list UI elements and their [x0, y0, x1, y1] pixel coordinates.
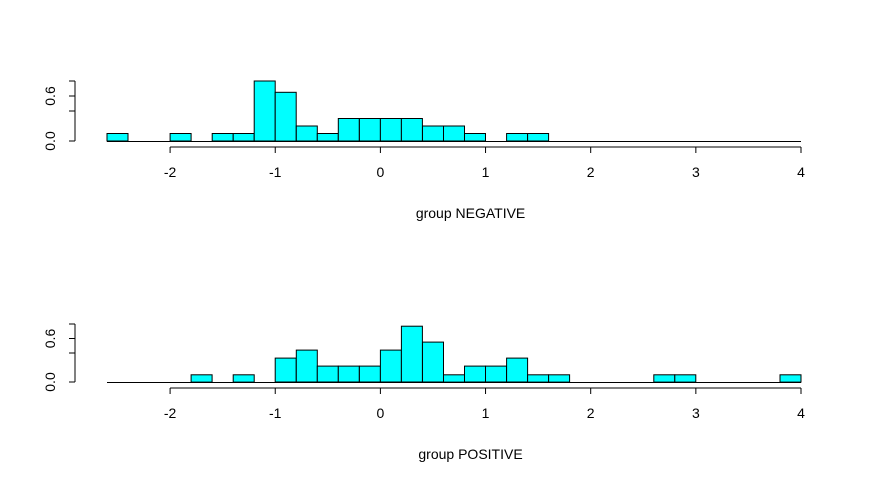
histogram-bar [400, 325, 423, 383]
histogram-bar [506, 133, 529, 142]
histogram-bar [337, 365, 360, 383]
histogram-bar [337, 118, 360, 142]
histogram-bar [169, 133, 192, 142]
x-tick-label: 2 [587, 405, 595, 421]
x-axis-label: group NEGATIVE [416, 205, 525, 221]
x-tick-label: 3 [692, 164, 700, 180]
histogram-bar [527, 133, 550, 142]
histogram-bar [400, 118, 423, 142]
histogram-panel-positive: -2 -1 0 1 2 3 4 0.0 0.6 group POSITIVE [42, 323, 805, 462]
histogram-bar [253, 80, 276, 142]
histogram-bar [485, 365, 507, 383]
histogram-bar [674, 374, 697, 383]
x-tick-label: 4 [797, 405, 805, 421]
histogram-bar [443, 125, 465, 142]
x-axis-label: group POSITIVE [418, 446, 522, 462]
histogram-bar [316, 365, 339, 383]
histogram-bar [506, 357, 529, 383]
x-tick-label: 0 [376, 405, 384, 421]
histogram-bar [274, 357, 297, 383]
histogram-bar [295, 125, 318, 142]
histogram-bar [358, 118, 381, 142]
x-tick-label: 1 [482, 164, 490, 180]
histogram-panel-negative: -2 -1 0 1 2 3 4 0.0 0.6 group NEGATIVE [42, 80, 805, 221]
y-tick-label: 0.6 [42, 86, 58, 106]
histogram-bar [358, 365, 381, 383]
x-tick-label: 1 [482, 405, 490, 421]
x-tick-label: -2 [164, 405, 177, 421]
histogram-bar [379, 118, 402, 142]
x-tick-label: 2 [587, 164, 595, 180]
x-tick-label: -2 [164, 164, 177, 180]
histogram-bar [422, 125, 444, 142]
histogram-bar [232, 133, 255, 142]
histogram-bar [106, 133, 129, 142]
histogram-bar [274, 91, 297, 142]
histogram-bar [211, 133, 234, 142]
histogram-bar [548, 374, 571, 383]
histogram-bar [295, 349, 318, 383]
x-tick-label: 3 [692, 405, 700, 421]
histogram-bar [527, 374, 550, 383]
histogram-bar [464, 133, 486, 142]
x-tick-label: -1 [269, 405, 282, 421]
x-tick-label: -1 [269, 164, 282, 180]
histogram-bar [422, 341, 444, 383]
x-tick-label: 4 [797, 164, 805, 180]
y-tick-label: 0.0 [42, 372, 58, 392]
histogram-bar [464, 365, 486, 383]
histogram-bar [232, 374, 255, 383]
histogram-bar [379, 349, 402, 383]
histogram-bar [316, 133, 339, 142]
histogram-bar [443, 374, 465, 383]
histogram-bar [190, 374, 213, 383]
histogram-bar [653, 374, 676, 383]
y-tick-label: 0.6 [42, 329, 58, 349]
y-tick-label: 0.0 [42, 131, 58, 151]
histogram-bar [779, 374, 802, 383]
x-tick-label: 0 [376, 164, 384, 180]
